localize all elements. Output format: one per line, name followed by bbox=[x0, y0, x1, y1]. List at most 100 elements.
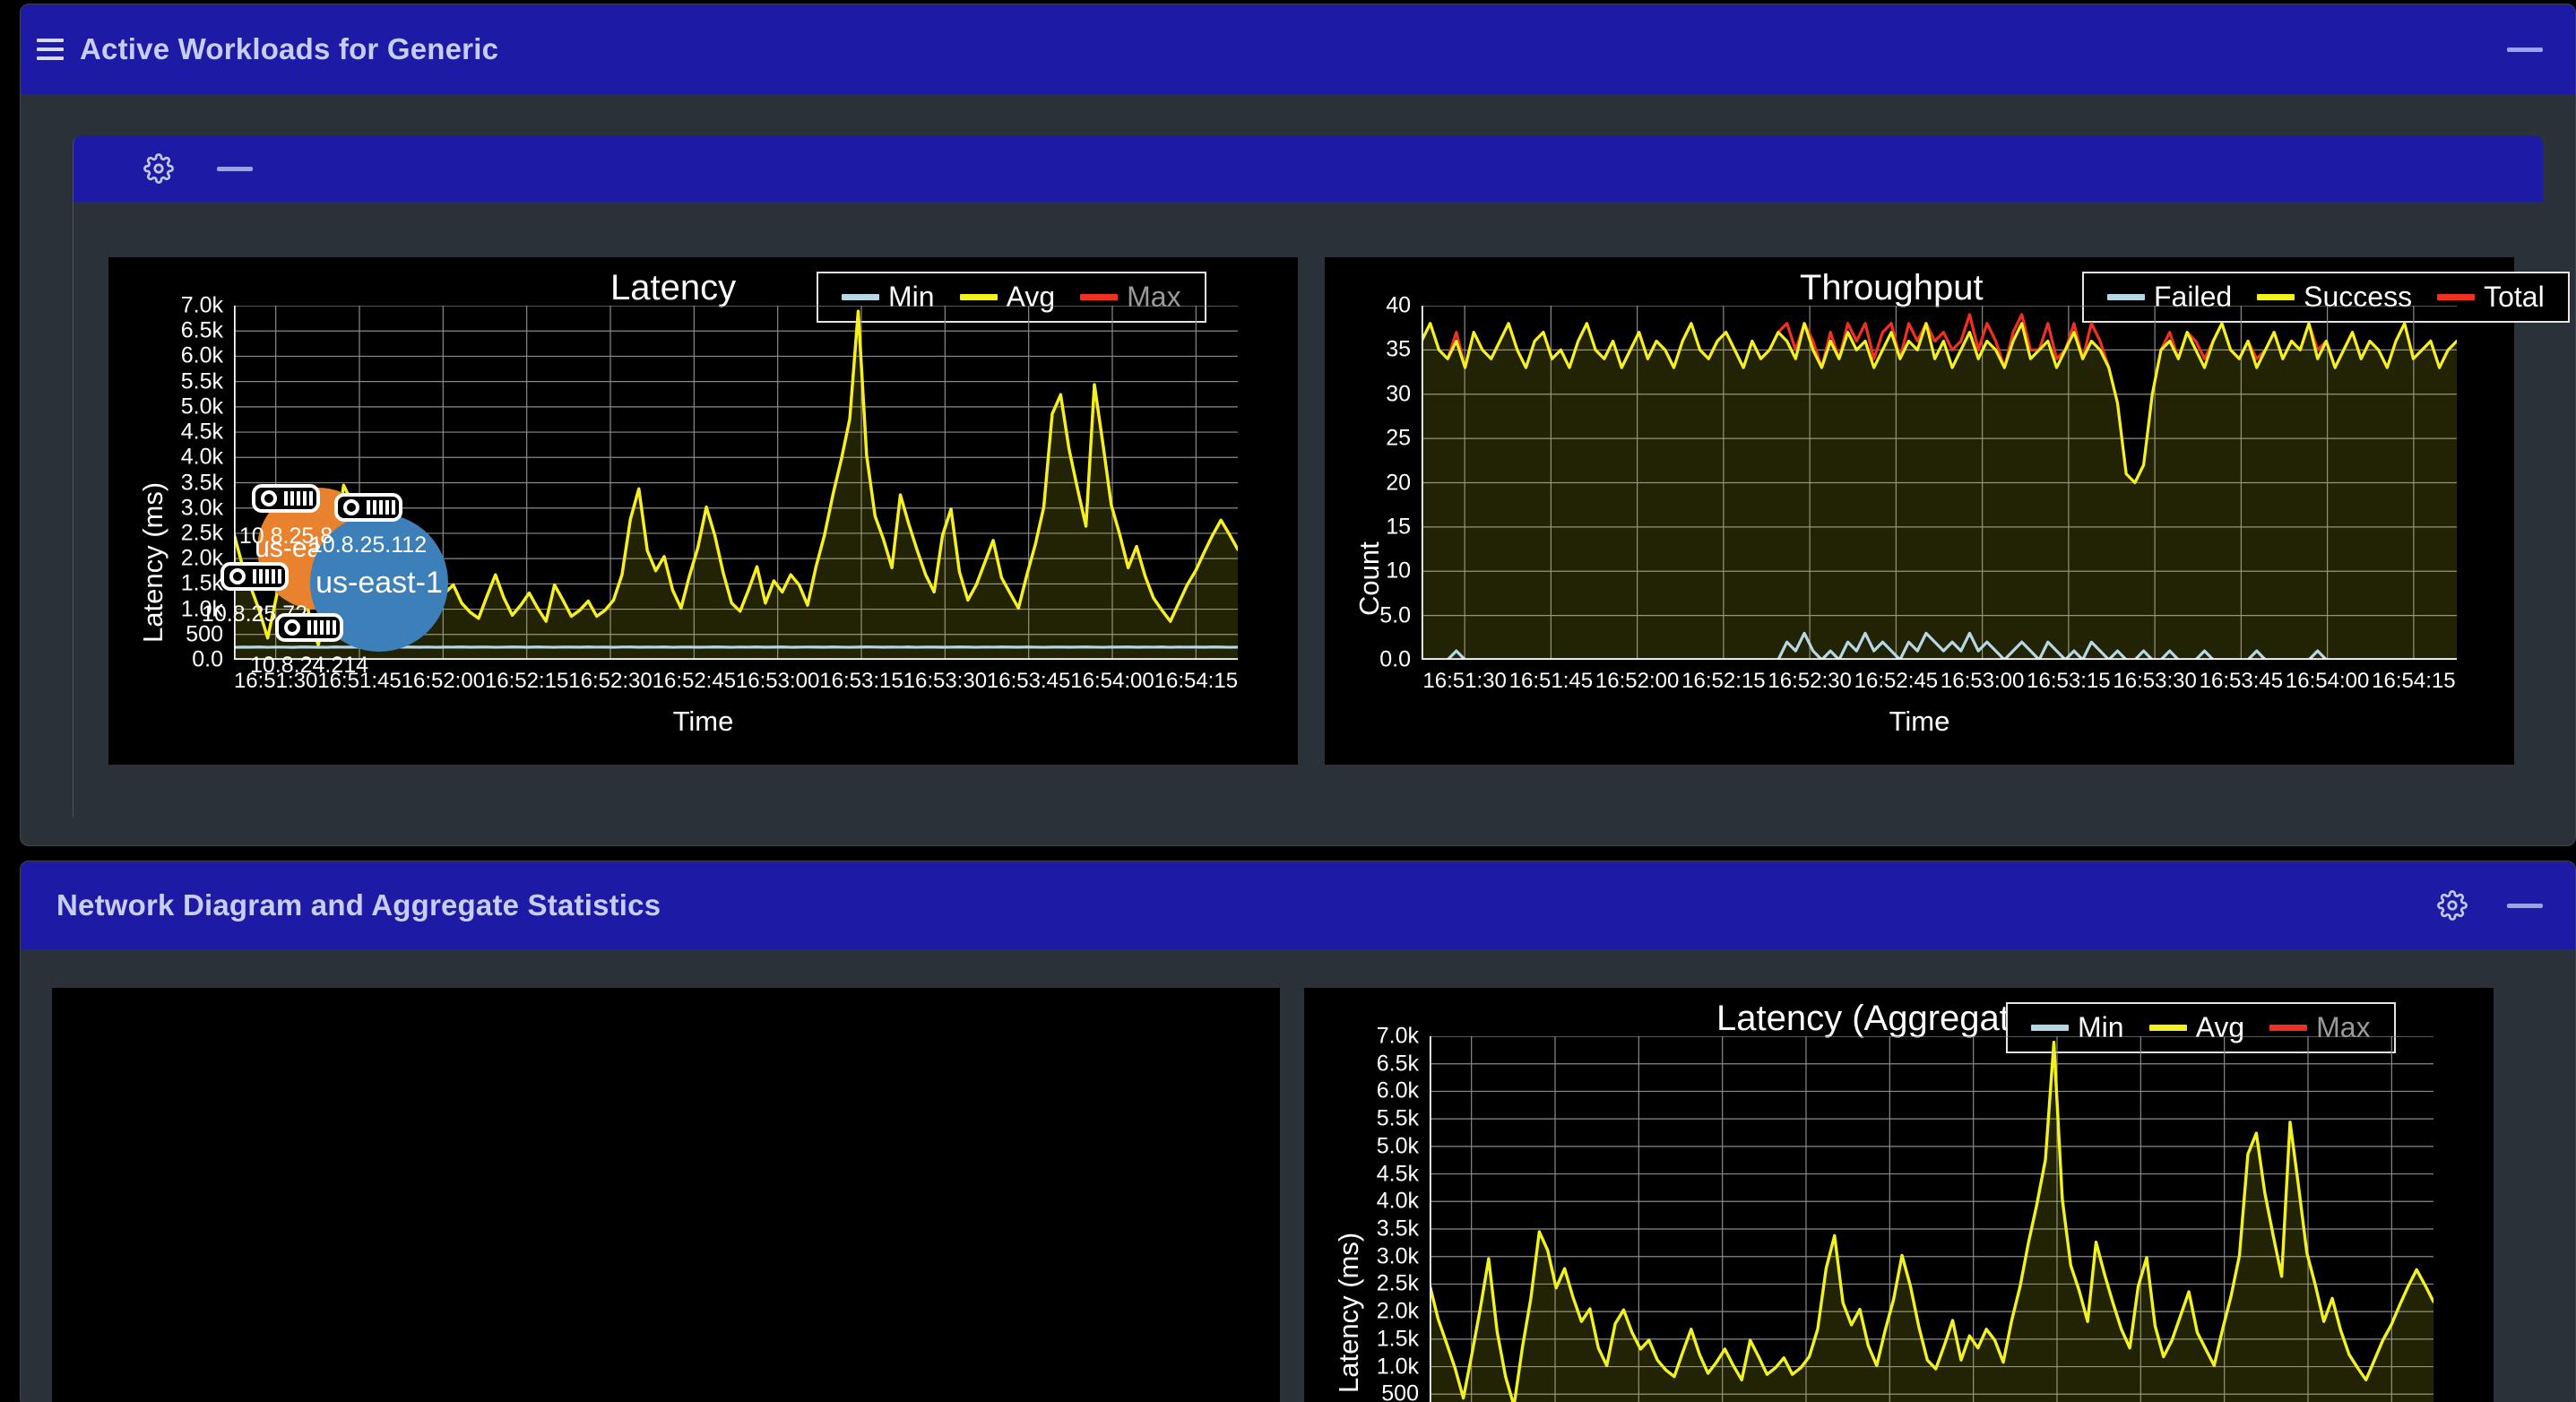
y-tick-label: 15 bbox=[1386, 514, 1411, 540]
plot-area bbox=[1422, 306, 2457, 660]
server-node[interactable]: 10.8.25.8 bbox=[239, 484, 333, 549]
y-tick-label: 20 bbox=[1386, 470, 1411, 495]
y-tick-label: 5.5k bbox=[180, 368, 223, 394]
x-tick-label: 16:54:00 bbox=[1070, 669, 1154, 693]
gear-icon[interactable] bbox=[2437, 890, 2468, 921]
y-tick-label: 500 bbox=[186, 621, 223, 647]
legend-item-min[interactable]: Min bbox=[2018, 1009, 2137, 1046]
legend-label-max: Max bbox=[2316, 1011, 2371, 1043]
legend-label-max: Max bbox=[1127, 281, 1181, 313]
y-tick-label: 35 bbox=[1386, 336, 1411, 362]
legend-item-avg[interactable]: Avg bbox=[947, 279, 1068, 316]
server-icon bbox=[334, 493, 402, 522]
y-tick-label: 30 bbox=[1386, 381, 1411, 407]
network-diagram[interactable]: us-east-1aus-east-110.8.25.810.8.25.1121… bbox=[52, 484, 1280, 1402]
legend-swatch-avg bbox=[959, 294, 998, 300]
chart-title: Throughput bbox=[1800, 268, 1984, 307]
y-tick-label: 0.0 bbox=[192, 646, 223, 672]
legend-item-success[interactable]: Success bbox=[2244, 279, 2425, 316]
y-tick-label: 7.0k bbox=[180, 292, 223, 318]
x-tick-label: 16:54:15 bbox=[2372, 669, 2456, 693]
server-ip-label: 10.8.24.214 bbox=[249, 653, 369, 678]
inner-panel-header bbox=[73, 135, 2543, 202]
x-tick-label: 16:53:15 bbox=[2027, 669, 2111, 693]
x-tick-label: 16:51:45 bbox=[1508, 669, 1594, 693]
legend-label-avg: Avg bbox=[1006, 281, 1056, 313]
panel-active-workloads: Active Workloads for Generic Latency bbox=[20, 4, 2576, 846]
server-node[interactable]: 10.8.24.214 bbox=[250, 613, 368, 678]
legend-label-failed: Failed bbox=[2154, 281, 2233, 313]
y-tick-label: 5.0k bbox=[180, 394, 223, 420]
x-axis-label: Time bbox=[672, 705, 734, 737]
x-tick-label: 16:52:00 bbox=[401, 669, 486, 693]
y-tick-label: 500 bbox=[1381, 1380, 1419, 1402]
x-axis-label: Time bbox=[1889, 705, 1950, 737]
x-tick-label: 16:52:30 bbox=[1768, 669, 1852, 693]
y-tick-label: 1.5k bbox=[180, 570, 223, 596]
x-tick-label: 16:53:15 bbox=[819, 669, 903, 693]
server-node[interactable]: 10.8.25.112 bbox=[310, 493, 427, 558]
x-tick-label: 16:53:30 bbox=[2113, 669, 2197, 693]
panel-header-active-workloads: Active Workloads for Generic bbox=[21, 4, 2575, 94]
server-icon bbox=[275, 613, 343, 642]
x-tick-label: 16:53:45 bbox=[2199, 669, 2284, 693]
chart-legend[interactable]: Failed Success Total bbox=[2082, 272, 2570, 323]
legend-swatch-total bbox=[2437, 294, 2476, 300]
x-tick-label: 16:51:45 bbox=[317, 669, 402, 693]
chart-legend[interactable]: Min Avg Max bbox=[817, 272, 1206, 323]
x-tick-label: 16:53:00 bbox=[735, 669, 820, 693]
y-tick-label: 1.0k bbox=[1376, 1354, 1419, 1380]
y-tick-label: 2.0k bbox=[1376, 1298, 1419, 1324]
chart-latency: Latency Min Avg Max Latency (ms) 0.0 500 1… bbox=[108, 257, 1298, 765]
network-edges bbox=[52, 988, 1280, 1402]
chart-legend[interactable]: Min Avg Max bbox=[2006, 1002, 2396, 1053]
legend-item-min[interactable]: Min bbox=[829, 279, 947, 316]
zone-node-label: us-east-1 bbox=[316, 565, 443, 600]
legend-swatch-max bbox=[1080, 294, 1119, 300]
y-tick-label: 40 bbox=[1386, 292, 1411, 318]
y-tick-label: 7.0k bbox=[1376, 1023, 1419, 1049]
legend-item-avg[interactable]: Avg bbox=[2137, 1009, 2258, 1046]
y-tick-label: 2.5k bbox=[1376, 1270, 1419, 1296]
legend-swatch-min bbox=[2031, 1025, 2069, 1031]
minimize-icon[interactable] bbox=[2507, 903, 2543, 908]
y-tick-label: 4.5k bbox=[180, 419, 223, 445]
x-tick-label: 16:53:45 bbox=[986, 669, 1071, 693]
server-ip-label: 10.8.25.8 bbox=[238, 524, 333, 549]
legend-swatch-failed bbox=[2107, 294, 2145, 300]
y-tick-label: 25 bbox=[1386, 425, 1411, 451]
x-tick-label: 16:51:30 bbox=[1422, 669, 1507, 693]
chart-throughput: Throughput Failed Success Total Count 0.… bbox=[1325, 257, 2570, 765]
y-tick-label: 6.5k bbox=[180, 317, 223, 343]
server-icon bbox=[252, 484, 320, 513]
legend-item-total[interactable]: Total bbox=[2425, 279, 2557, 316]
y-tick-label: 5.0 bbox=[1379, 602, 1411, 628]
minimize-icon[interactable] bbox=[2507, 47, 2543, 52]
legend-label-min: Min bbox=[2078, 1011, 2124, 1043]
legend-swatch-success bbox=[2257, 294, 2295, 300]
hamburger-icon[interactable] bbox=[37, 39, 64, 60]
x-tick-label: 16:52:45 bbox=[652, 669, 737, 693]
legend-item-failed[interactable]: Failed bbox=[2095, 279, 2244, 316]
x-tick-label: 16:52:45 bbox=[1854, 669, 1939, 693]
legend-item-max[interactable]: Max bbox=[1068, 279, 1193, 316]
legend-swatch-avg bbox=[2148, 1025, 2187, 1031]
y-tick-label: 3.5k bbox=[180, 470, 223, 495]
chart-title: Latency (Aggregate) bbox=[1716, 999, 2042, 1038]
y-tick-label: 3.5k bbox=[1376, 1216, 1419, 1242]
gear-icon[interactable] bbox=[143, 153, 174, 184]
x-tick-label: 16:54:00 bbox=[2285, 669, 2370, 693]
legend-swatch-min bbox=[842, 294, 879, 300]
server-node[interactable]: 10.8.25.72 bbox=[202, 562, 307, 627]
server-ip-label: 10.8.25.112 bbox=[309, 532, 428, 558]
legend-item-max[interactable]: Max bbox=[2257, 1009, 2382, 1046]
panel-title: Network Diagram and Aggregate Statistics bbox=[56, 888, 661, 922]
panel-header-network: Network Diagram and Aggregate Statistics bbox=[21, 861, 2575, 949]
x-tick-label: 16:53:30 bbox=[903, 669, 988, 693]
y-tick-label: 1.0k bbox=[180, 596, 223, 622]
x-tick-label: 16:52:15 bbox=[1681, 669, 1766, 693]
inner-minimize-icon[interactable] bbox=[217, 166, 253, 171]
server-icon bbox=[220, 562, 289, 591]
x-tick-label: 16:52:00 bbox=[1595, 669, 1680, 693]
